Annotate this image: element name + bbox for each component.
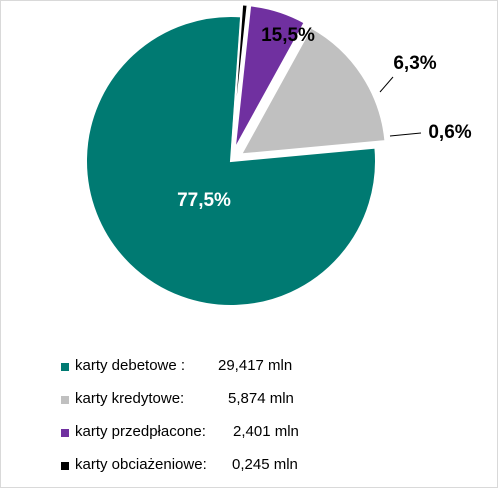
- leader-line-prepaid: [379, 76, 394, 93]
- legend-item-charge: karty obciażeniowe: 0,245 mln: [61, 456, 491, 489]
- legend-swatch-charge: [61, 462, 69, 470]
- legend-item-credit: karty kredytowe: 5,874 mln: [61, 390, 491, 423]
- slice-label-charge: 0,6%: [428, 122, 471, 143]
- legend-value-prepaid: 2,401 mln: [233, 423, 299, 440]
- legend-label-prepaid: karty przedpłacone:: [75, 423, 206, 440]
- legend-item-debit: karty debetowe : 29,417 mln: [61, 357, 491, 390]
- pie-slice-prepaid: [233, 4, 306, 151]
- slice-label-debit: 77,5%: [177, 190, 231, 211]
- pie-slice-debit: [85, 15, 377, 307]
- slice-label-credit: 15,5%: [261, 25, 315, 46]
- legend-value-credit: 5,874 mln: [228, 390, 294, 407]
- legend-swatch-credit: [61, 396, 69, 404]
- legend: karty debetowe : 29,417 mln karty kredyt…: [61, 357, 491, 489]
- slice-label-prepaid: 6,3%: [393, 53, 436, 74]
- legend-label-debit: karty debetowe :: [75, 357, 186, 374]
- legend-label-credit: karty kredytowe:: [75, 390, 185, 407]
- legend-value-debit: 29,417 mln: [218, 357, 293, 374]
- leader-line-charge: [389, 132, 422, 137]
- legend-item-prepaid: karty przedpłacone: 2,401 mln: [61, 423, 491, 456]
- legend-label-charge: karty obciażeniowe:: [75, 456, 207, 473]
- legend-swatch-prepaid: [61, 429, 69, 437]
- pie-slice-credit: [239, 26, 387, 156]
- legend-value-charge: 0,245 mln: [232, 456, 298, 473]
- pie-slice-charge: [231, 3, 249, 150]
- legend-swatch-debit: [61, 363, 69, 371]
- pie-chart: 77,5% 15,5% 6,3% 0,6%: [85, 3, 472, 307]
